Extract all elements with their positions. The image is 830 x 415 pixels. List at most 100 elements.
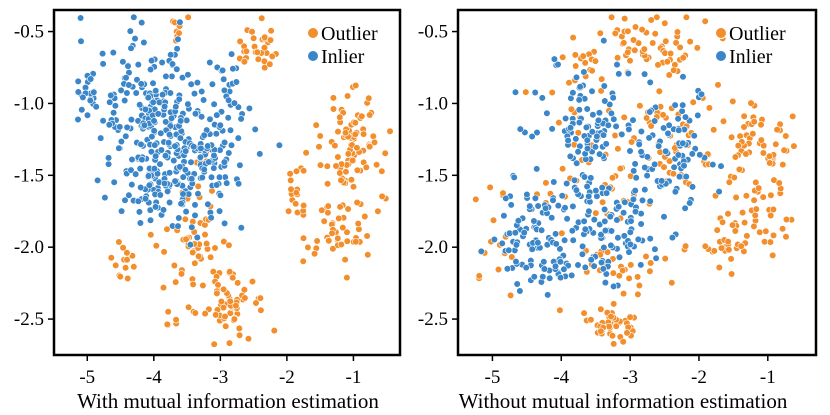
- outlier-point: [735, 165, 744, 173]
- outlier-point: [679, 54, 687, 62]
- inlier-point: [534, 239, 542, 247]
- outlier-point: [121, 264, 130, 272]
- outlier-point: [226, 268, 234, 276]
- outlier-point: [611, 131, 619, 140]
- outlier-point: [324, 209, 332, 217]
- inlier-point: [251, 125, 259, 133]
- outlier-point: [717, 244, 726, 252]
- outlier-point: [342, 168, 350, 176]
- inlier-point: [230, 99, 238, 107]
- inlier-point: [655, 142, 663, 150]
- outlier-point: [225, 241, 233, 249]
- inlier-point: [600, 82, 608, 90]
- inlier-point: [557, 274, 565, 282]
- outlier-point: [332, 162, 340, 170]
- inlier-point: [573, 159, 581, 167]
- outlier-point: [324, 202, 332, 210]
- inlier-point: [615, 253, 624, 261]
- outlier-point: [325, 237, 333, 245]
- inlier-point: [688, 183, 697, 191]
- inlier-point: [213, 181, 221, 189]
- inlier-point: [128, 155, 136, 164]
- inlier-point: [78, 106, 86, 114]
- outlier-point: [567, 105, 575, 113]
- inlier-point: [97, 134, 105, 142]
- outlier-point: [661, 255, 669, 263]
- outlier-point: [780, 146, 788, 154]
- outlier-point: [287, 185, 295, 193]
- inlier-point: [109, 109, 118, 117]
- inlier-point: [660, 124, 668, 132]
- inlier-point: [227, 141, 236, 149]
- inlier-point: [601, 97, 609, 105]
- inlier-point: [159, 206, 168, 214]
- outlier-point: [729, 97, 737, 105]
- outlier-point: [258, 14, 266, 22]
- inlier-point: [612, 122, 620, 130]
- outlier-point: [588, 67, 596, 75]
- inlier-point: [551, 262, 560, 270]
- outlier-point: [724, 210, 732, 218]
- inlier-point: [156, 191, 164, 199]
- outlier-point: [351, 119, 359, 127]
- outlier-point: [596, 29, 604, 37]
- x-tick-label: -3: [212, 367, 228, 388]
- inlier-point: [188, 175, 196, 183]
- inlier-point: [141, 105, 150, 114]
- y-tick-label: -2.0: [14, 237, 44, 258]
- outlier-point: [230, 315, 238, 323]
- inlier-point: [229, 65, 237, 73]
- left-scatter-panel: -5 -4 -3 -2 -1 -0.5 -1.0 -1.5 -2.0 -2.5 Outlier I…: [14, 8, 402, 413]
- outlier-point: [693, 44, 701, 52]
- outlier-point: [286, 170, 294, 178]
- inlier-point: [580, 173, 589, 181]
- outlier-point: [268, 52, 276, 61]
- outlier-point: [147, 231, 155, 239]
- inlier-point: [575, 106, 583, 114]
- outlier-point: [184, 13, 192, 21]
- inlier-point: [207, 173, 216, 181]
- inlier-point: [220, 75, 228, 83]
- outlier-point: [689, 98, 697, 106]
- inlier-point: [538, 94, 546, 102]
- inlier-point: [228, 50, 236, 58]
- inlier-point: [205, 158, 213, 166]
- inlier-point: [170, 157, 178, 165]
- inlier-point: [585, 207, 593, 215]
- outlier-point: [616, 165, 624, 173]
- outlier-point: [352, 238, 360, 246]
- outlier-point: [620, 290, 628, 298]
- inlier-point: [175, 214, 183, 222]
- inlier-point: [157, 146, 165, 154]
- inlier-point: [171, 177, 179, 185]
- outlier-point: [191, 309, 199, 317]
- outlier-point: [719, 218, 727, 226]
- outlier-point: [304, 243, 312, 251]
- inlier-point: [560, 265, 568, 273]
- inlier-point: [646, 78, 654, 86]
- outlier-point: [731, 153, 740, 161]
- inlier-point: [190, 89, 199, 98]
- inlier-point: [537, 226, 546, 234]
- outlier-point: [261, 63, 269, 72]
- inlier-point: [477, 247, 485, 255]
- inlier-point: [624, 69, 632, 78]
- outlier-point: [323, 162, 331, 170]
- inlier-point: [177, 117, 185, 125]
- outlier-point: [655, 87, 663, 95]
- inlier-point: [157, 129, 165, 137]
- inlier-point: [132, 170, 140, 178]
- inlier-point: [161, 152, 170, 160]
- outlier-point: [320, 217, 328, 225]
- outlier-point: [287, 176, 295, 184]
- inlier-point: [99, 117, 107, 125]
- inlier-point: [182, 147, 190, 155]
- inlier-point: [235, 180, 243, 188]
- inlier-point: [182, 208, 190, 216]
- outlier-point: [608, 13, 616, 21]
- outlier-point: [623, 329, 631, 337]
- outlier-point: [189, 248, 197, 257]
- outlier-point: [336, 113, 344, 121]
- outlier-point: [654, 61, 662, 69]
- inlier-point: [137, 140, 145, 148]
